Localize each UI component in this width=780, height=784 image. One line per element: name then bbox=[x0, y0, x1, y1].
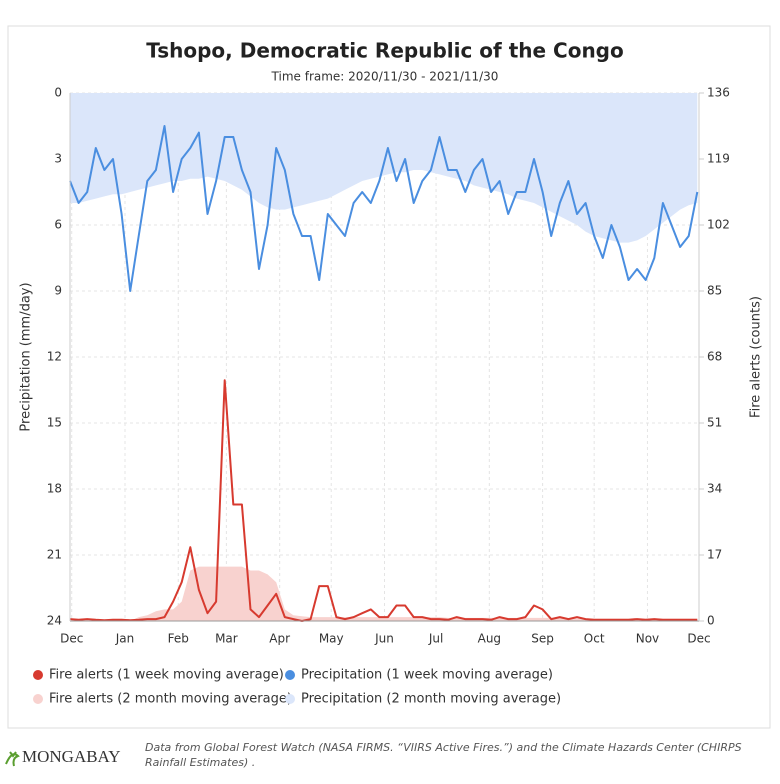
logo-icon bbox=[5, 751, 20, 767]
x-tick-label: May bbox=[319, 632, 344, 646]
y-tick-label: 9 bbox=[54, 284, 62, 298]
y-tick-label: 12 bbox=[47, 350, 62, 364]
area bbox=[70, 566, 698, 621]
brand-logo: MONGABAY bbox=[5, 747, 121, 767]
footer-note: Data from Global Forest Watch (NASA FIRM… bbox=[145, 741, 742, 769]
y2-tick-label: 102 bbox=[707, 218, 730, 232]
y2-tick-label: 136 bbox=[707, 86, 730, 100]
y2-axis-label: Fire alerts (counts) bbox=[749, 296, 764, 418]
x-tick-label: Apr bbox=[269, 632, 290, 646]
x-tick-label: Jul bbox=[428, 632, 443, 646]
x-tick-label: Jan bbox=[115, 632, 135, 646]
legend-label: Precipitation (1 week moving average) bbox=[301, 668, 553, 683]
y-tick-label: 24 bbox=[47, 614, 62, 628]
y-tick-label: 6 bbox=[54, 218, 62, 232]
y2-tick-label: 119 bbox=[707, 152, 730, 166]
y-tick-label: 3 bbox=[54, 152, 62, 166]
line bbox=[69, 125, 699, 292]
x-tick-label: Jun bbox=[374, 632, 394, 646]
legend-marker bbox=[33, 670, 43, 680]
legend: Fire alerts (1 week moving average) Preci… bbox=[33, 668, 561, 707]
brand-name: MONGABAY bbox=[22, 747, 121, 766]
y2-tick-label: 85 bbox=[707, 284, 722, 298]
y2-tick-label: 51 bbox=[707, 416, 722, 430]
chart-subtitle: Time frame: 2020/11/30 - 2021/11/30 bbox=[271, 70, 499, 84]
x-tick-label: Sep bbox=[531, 632, 554, 646]
y-tick-label: 21 bbox=[47, 548, 62, 562]
y2-tick-label: 17 bbox=[707, 548, 722, 562]
legend-label: Precipitation (2 month moving average) bbox=[301, 692, 561, 707]
x-tick-label: Mar bbox=[215, 632, 238, 646]
legend-marker bbox=[285, 670, 295, 680]
x-tick-label: Aug bbox=[478, 632, 501, 646]
chart-title: Tshopo, Democratic Republic of the Congo bbox=[146, 39, 624, 63]
legend-marker bbox=[33, 694, 43, 704]
y2-tick-label: 0 bbox=[707, 614, 715, 628]
x-tick-label: Dec bbox=[687, 632, 710, 646]
x-tick-label: Oct bbox=[584, 632, 605, 646]
legend-label: Fire alerts (2 month moving average) bbox=[49, 692, 292, 707]
legend-marker bbox=[285, 694, 295, 704]
y-axis-label: Precipitation (mm/day) bbox=[19, 282, 34, 431]
y-tick-label: 18 bbox=[47, 482, 62, 496]
plot-area bbox=[69, 92, 704, 622]
y2-tick-label: 34 bbox=[707, 482, 722, 496]
y-tick-label: 0 bbox=[54, 86, 62, 100]
x-tick-label: Dec bbox=[60, 632, 83, 646]
footer-note-box: Data from Global Forest Watch (NASA FIRM… bbox=[145, 741, 742, 769]
y2-tick-label: 68 bbox=[707, 350, 722, 364]
x-tick-label: Nov bbox=[636, 632, 659, 646]
line bbox=[69, 379, 698, 622]
x-tick-label: Feb bbox=[168, 632, 189, 646]
y-tick-label: 15 bbox=[47, 416, 62, 430]
chart-frame bbox=[7, 25, 771, 729]
legend-label: Fire alerts (1 week moving average) bbox=[49, 668, 284, 683]
